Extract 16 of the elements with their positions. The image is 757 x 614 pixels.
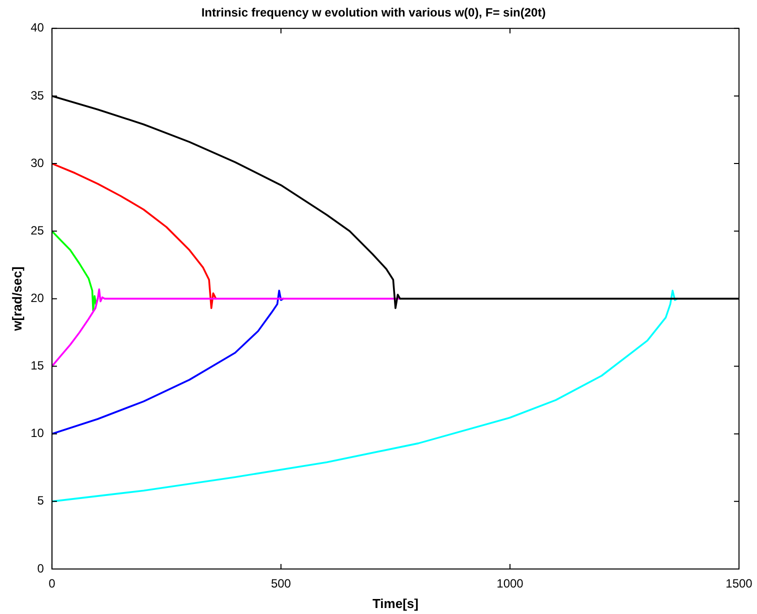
y-axis-title: w[rad/sec] — [9, 266, 24, 332]
x-tick-label: 1500 — [726, 576, 753, 591]
y-tick-label: 25 — [30, 223, 44, 238]
x-tick-label: 0 — [48, 576, 56, 591]
x-axis-title: Time[s] — [372, 596, 418, 611]
x-tick-label: 1000 — [496, 576, 524, 591]
y-tick-label: 5 — [37, 494, 44, 508]
y-tick-label: 20 — [30, 291, 44, 306]
y-tick-label: 15 — [30, 358, 44, 373]
chart-title: Intrinsic frequency w evolution with various w(0), F= sin(20t) — [201, 6, 546, 20]
y-tick-label: 35 — [30, 88, 44, 102]
y-tick-label: 40 — [30, 20, 44, 35]
y-tick-label: 10 — [30, 426, 44, 440]
y-tick-label: 30 — [30, 156, 44, 170]
y-tick-label: 0 — [37, 561, 44, 576]
x-tick-label: 500 — [270, 576, 292, 591]
